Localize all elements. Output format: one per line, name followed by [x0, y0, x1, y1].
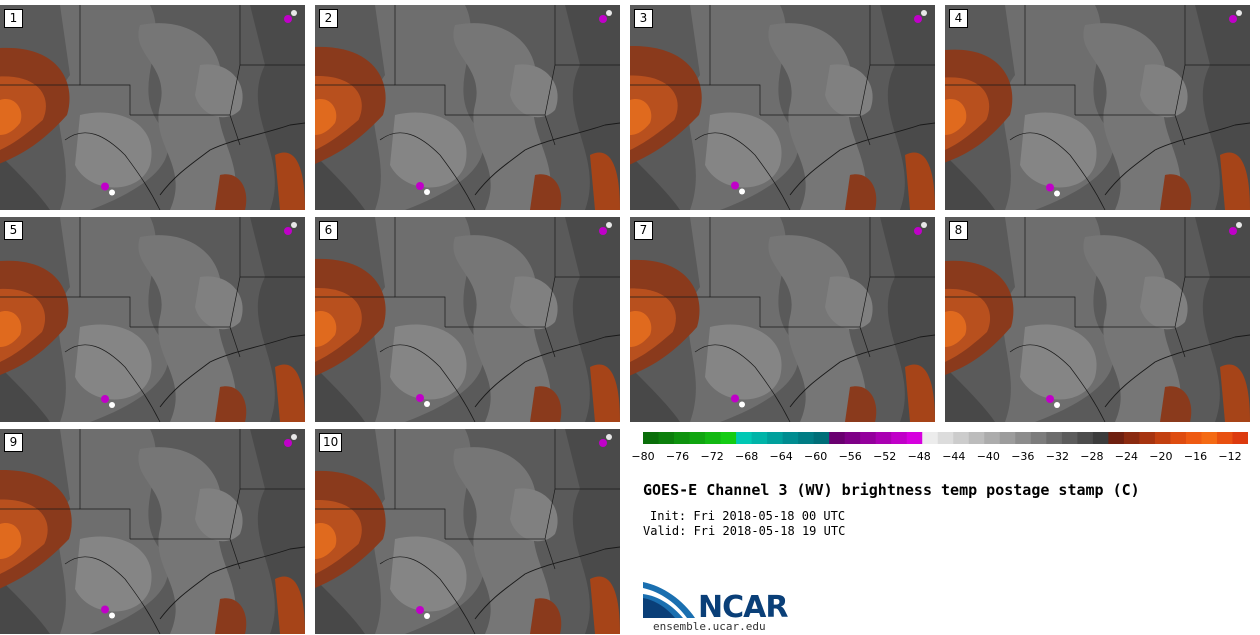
colorbar-segment [1015, 432, 1032, 444]
water-vapor-map [630, 217, 935, 422]
colorbar-segment [968, 432, 985, 444]
panel-number: 8 [949, 221, 968, 240]
colorbar-tick-label: −72 [700, 450, 724, 463]
water-vapor-map [0, 217, 305, 422]
plot-title: GOES-E Channel 3 (WV) brightness temp po… [643, 481, 1140, 499]
colorbar-segment [720, 432, 737, 444]
colorbar [643, 432, 1248, 444]
panel-number: 5 [4, 221, 23, 240]
colorbar-segment [813, 432, 830, 444]
colorbar-segment [1046, 432, 1063, 444]
colorbar-tick-label: −48 [907, 450, 931, 463]
colorbar-segment [1061, 432, 1078, 444]
colorbar-segment [875, 432, 892, 444]
colorbar-segment [1185, 432, 1202, 444]
panel-number: 9 [4, 433, 23, 452]
colorbar-segment [689, 432, 706, 444]
postage-stamp-panel: 8 [945, 217, 1250, 422]
colorbar-segment [1092, 432, 1109, 444]
colorbar-segment [674, 432, 691, 444]
colorbar-tick-label: −56 [838, 450, 862, 463]
colorbar-segment [1154, 432, 1171, 444]
colorbar-tick-label: −40 [976, 450, 1000, 463]
postage-stamp-panel: 3 [630, 5, 935, 210]
colorbar-tick-label: −36 [1011, 450, 1035, 463]
colorbar-segment [1139, 432, 1156, 444]
colorbar-segment [767, 432, 784, 444]
colorbar-segment [736, 432, 753, 444]
water-vapor-map [0, 5, 305, 210]
colorbar-segment [1216, 432, 1233, 444]
colorbar-segment [705, 432, 722, 444]
postage-stamp-panel: 5 [0, 217, 305, 422]
colorbar-segment [751, 432, 768, 444]
water-vapor-map [945, 5, 1250, 210]
colorbar-segment [999, 432, 1016, 444]
colorbar-tick-label: −60 [803, 450, 828, 463]
colorbar-tick-label: −52 [873, 450, 897, 463]
colorbar-segment [844, 432, 861, 444]
colorbar-tick-label: −44 [942, 450, 966, 463]
colorbar-tick-label: −20 [1149, 450, 1173, 463]
colorbar-segment [1030, 432, 1047, 444]
postage-stamp-panel: 1 [0, 5, 305, 210]
colorbar-segment [1123, 432, 1140, 444]
panel-number: 2 [319, 9, 338, 28]
colorbar-segment [922, 432, 939, 444]
panel-number: 10 [319, 433, 343, 452]
colorbar-segment [860, 432, 877, 444]
init-time: Init: Fri 2018-05-18 00 UTC [650, 509, 846, 523]
panel-number: 4 [949, 9, 968, 28]
colorbar-tick-label: −68 [734, 450, 759, 463]
colorbar-segment [984, 432, 1001, 444]
panel-number: 7 [634, 221, 653, 240]
ncar-url: ensemble.ucar.edu [653, 620, 766, 633]
ncar-logo-text: NCAR [698, 590, 788, 625]
water-vapor-map [945, 217, 1250, 422]
colorbar-segment [937, 432, 954, 444]
panel-number: 6 [319, 221, 338, 240]
postage-stamp-panel: 9 [0, 429, 305, 634]
colorbar-segment [1108, 432, 1125, 444]
colorbar-segment [782, 432, 799, 444]
water-vapor-map [315, 5, 620, 210]
colorbar-tick-labels: −80 −76 −72 −68 −64 −60 −56 −52 −48 −44 −40 −36 −32−… [630, 450, 1260, 466]
colorbar-segment [891, 432, 908, 444]
colorbar-segment [829, 432, 846, 444]
water-vapor-map [0, 429, 305, 634]
colorbar-tick-label: −16 [1183, 450, 1208, 463]
colorbar-segment [658, 432, 675, 444]
colorbar-segment [1201, 432, 1218, 444]
water-vapor-map [630, 5, 935, 210]
postage-stamp-panel: 2 [315, 5, 620, 210]
postage-stamp-panel: 4 [945, 5, 1250, 210]
colorbar-tick-label: −76 [665, 450, 690, 463]
postage-stamp-panel: 6 [315, 217, 620, 422]
colorbar-segment [1077, 432, 1094, 444]
colorbar-segment [953, 432, 970, 444]
postage-stamp-panel: 7 [630, 217, 935, 422]
colorbar-tick-label: −80 [631, 450, 655, 463]
water-vapor-map [315, 217, 620, 422]
colorbar-tick-label: −24 [1114, 450, 1138, 463]
colorbar-segment [1232, 432, 1248, 444]
valid-time: Valid: Fri 2018-05-18 19 UTC [643, 524, 846, 538]
colorbar-segment [643, 432, 660, 444]
panel-number: 1 [4, 9, 23, 28]
colorbar-segment [906, 432, 923, 444]
colorbar-tick-label: −12 [1218, 450, 1242, 463]
postage-stamp-panel: 10 [315, 429, 620, 634]
colorbar-tick-label: −28 [1080, 450, 1104, 463]
colorbar-tick-label: −32 [1045, 450, 1069, 463]
colorbar-segment [1170, 432, 1187, 444]
colorbar-segment [798, 432, 815, 444]
water-vapor-map [315, 429, 620, 634]
ncar-swoosh-icon [643, 582, 695, 618]
panel-number: 3 [634, 9, 653, 28]
colorbar-tick-label: −64 [769, 450, 793, 463]
